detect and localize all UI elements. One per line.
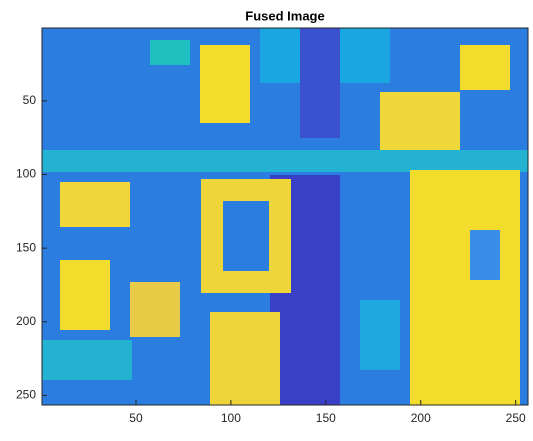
chart-title: Fused Image xyxy=(245,8,324,23)
x-tick-label: 100 xyxy=(221,411,241,425)
y-tick-label: 150 xyxy=(16,240,36,254)
y-tick-label: 200 xyxy=(16,314,36,328)
y-tick-label: 50 xyxy=(23,93,37,107)
y-tick-label: 100 xyxy=(16,167,36,181)
x-tick-label: 150 xyxy=(316,411,336,425)
x-tick-label: 200 xyxy=(411,411,431,425)
x-tick-label: 250 xyxy=(506,411,526,425)
x-tick-label: 50 xyxy=(129,411,143,425)
y-tick-label: 250 xyxy=(16,388,36,402)
chart: Fused Image 50 100 150 200 250 50 100 150 200 250 xyxy=(0,0,533,441)
image xyxy=(42,28,528,405)
